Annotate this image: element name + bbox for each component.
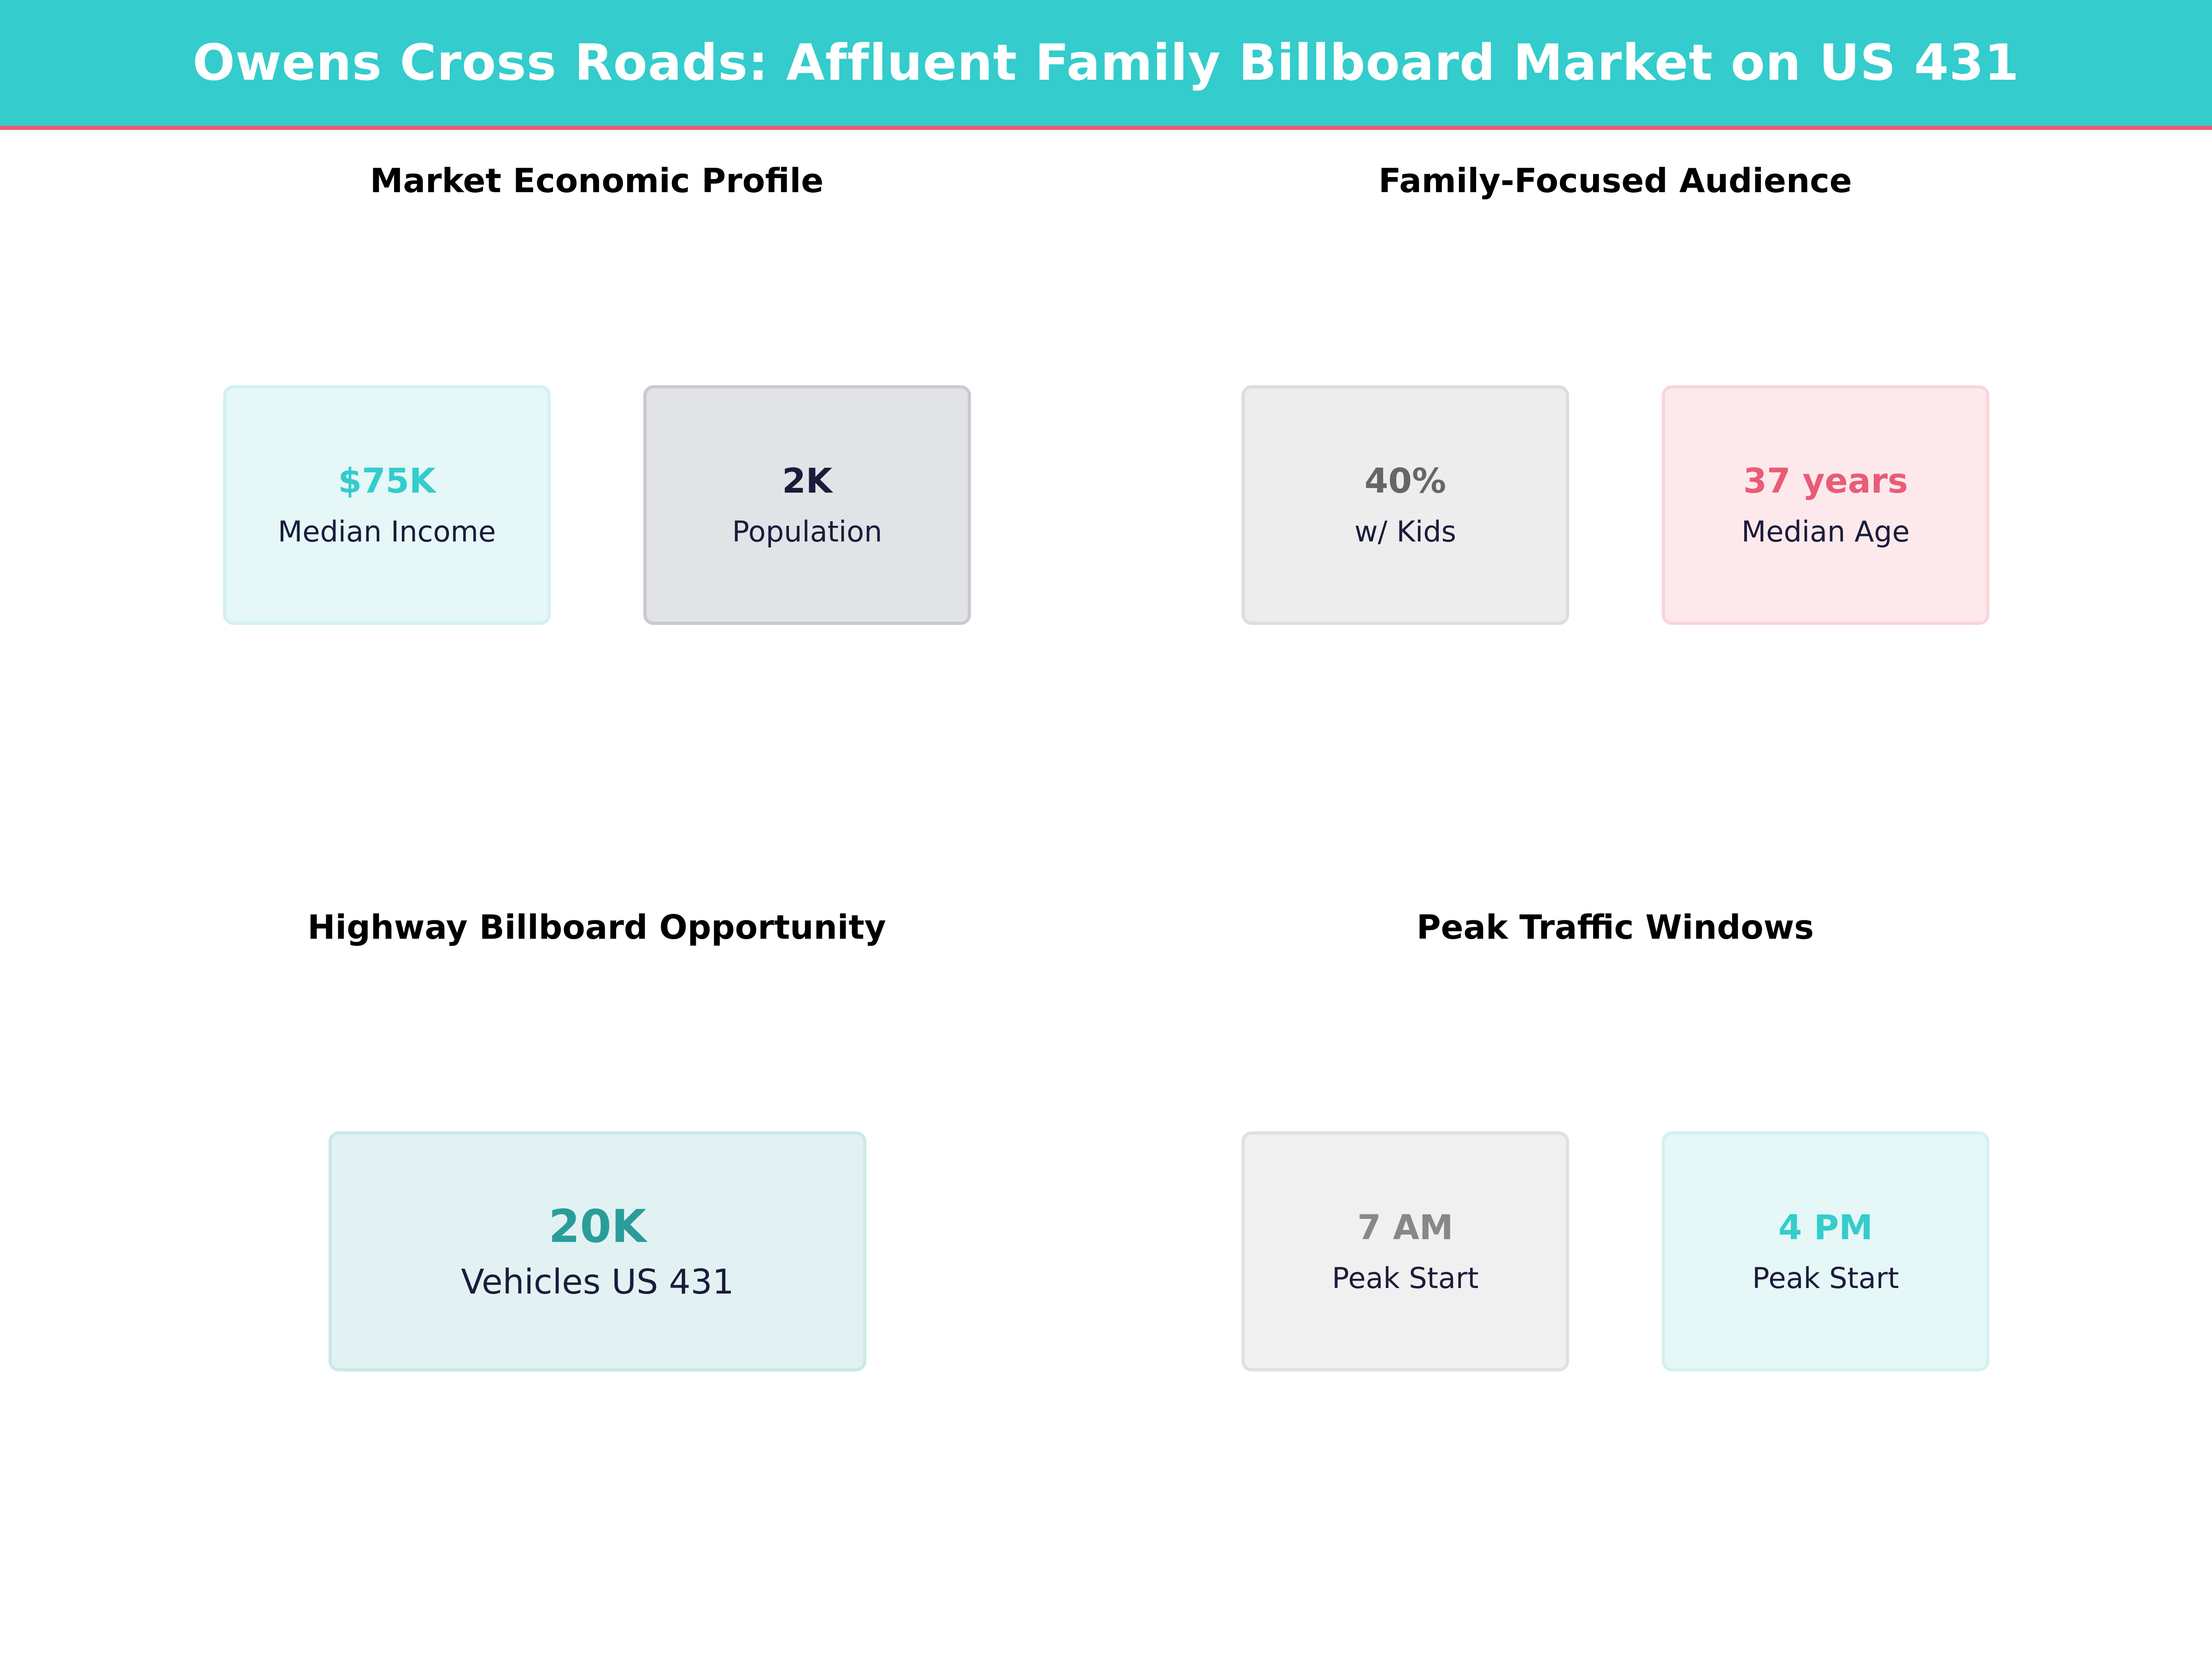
stat-label: Peak Start xyxy=(1752,1261,1899,1295)
stat-value: $75K xyxy=(338,461,436,501)
stat-value: 4 PM xyxy=(1778,1207,1873,1247)
stat-card-vehicles: 20K Vehicles US 431 xyxy=(329,1131,866,1371)
header-banner: Owens Cross Roads: Affluent Family Billb… xyxy=(0,0,2212,130)
stat-card-median-income: $75K Median Income xyxy=(223,385,551,625)
section-title-family: Family-Focused Audience xyxy=(1378,161,1852,200)
stat-card-with-kids: 40% w/ Kids xyxy=(1241,385,1569,625)
stat-value: 2K xyxy=(782,461,832,501)
stat-label: Vehicles US 431 xyxy=(461,1262,734,1302)
stat-label: Peak Start xyxy=(1332,1261,1479,1295)
section-title-highway: Highway Billboard Opportunity xyxy=(307,908,886,947)
stat-label: Median Age xyxy=(1741,515,1910,548)
stat-value: 37 years xyxy=(1743,461,1908,501)
stat-card-median-age: 37 years Median Age xyxy=(1662,385,1989,625)
stat-card-population: 2K Population xyxy=(643,385,971,625)
stat-value: 7 AM xyxy=(1357,1207,1453,1247)
section-title-traffic: Peak Traffic Windows xyxy=(1416,908,1814,947)
page-title: Owens Cross Roads: Affluent Family Billb… xyxy=(193,34,2019,92)
stat-label: Median Income xyxy=(277,515,496,548)
stat-label: Population xyxy=(732,515,882,548)
stat-value: 20K xyxy=(548,1200,647,1253)
section-title-economic: Market Economic Profile xyxy=(370,161,824,200)
stat-value: 40% xyxy=(1364,461,1447,501)
stat-card-peak-am: 7 AM Peak Start xyxy=(1241,1131,1569,1371)
stat-card-peak-pm: 4 PM Peak Start xyxy=(1662,1131,1989,1371)
stat-label: w/ Kids xyxy=(1354,515,1456,548)
